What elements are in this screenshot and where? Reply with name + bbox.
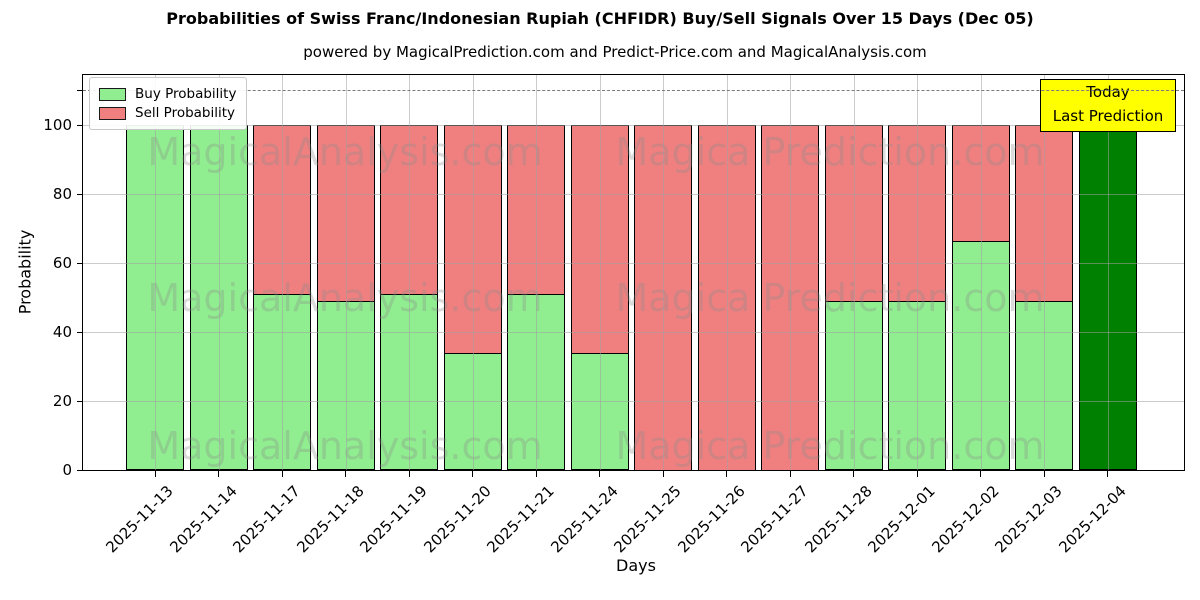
x-tick-label: 2025-11-20 — [419, 482, 495, 557]
x-tick-label: 2025-12-01 — [864, 482, 939, 557]
plot-area — [82, 74, 1185, 471]
chart-subtitle: powered by MagicalPrediction.com and Pre… — [303, 43, 927, 61]
x-tick — [472, 471, 474, 477]
x-tick — [916, 471, 918, 477]
x-tick-label: 2025-11-24 — [546, 482, 622, 557]
x-tick-label: 2025-11-26 — [673, 482, 749, 557]
x-tick-label: 2025-11-25 — [610, 482, 685, 557]
x-axis-label: Days — [616, 556, 656, 575]
x-tick-label: 2025-12-04 — [1054, 482, 1130, 557]
x-tick-label: 2025-11-19 — [356, 482, 431, 557]
x-tick-label: 2025-11-14 — [165, 482, 241, 557]
x-tick-label: 2025-12-03 — [991, 482, 1066, 557]
x-tick — [218, 471, 220, 477]
y-axis-label: Probability — [15, 229, 35, 315]
x-tick — [726, 471, 728, 477]
x-tick-label: 2025-11-13 — [102, 482, 177, 557]
x-tick — [345, 471, 347, 477]
y-tick-label: 40 — [52, 323, 72, 341]
x-tick-label: 2025-11-27 — [737, 482, 812, 557]
x-tick-label: 2025-11-17 — [229, 482, 304, 557]
x-tick — [408, 471, 410, 477]
x-tick — [853, 471, 855, 477]
x-tick — [535, 471, 537, 477]
x-tick — [662, 471, 664, 477]
x-tick-label: 2025-11-18 — [292, 482, 368, 557]
x-tick — [154, 471, 156, 477]
y-tick-label: 60 — [52, 254, 72, 272]
y-tick-label: 80 — [52, 185, 72, 204]
x-tick-label: 2025-11-21 — [483, 482, 558, 557]
x-tick — [599, 471, 601, 477]
x-tick — [1043, 471, 1045, 477]
y-tick-label: 0 — [62, 461, 72, 479]
chart-title: Probabilities of Swiss Franc/Indonesian … — [166, 9, 1034, 28]
y-tick-label: 20 — [52, 392, 72, 410]
x-tick-label: 2025-12-02 — [927, 482, 1003, 557]
y-tick-label: 100 — [43, 116, 72, 135]
x-tick-label: 2025-11-28 — [800, 482, 876, 557]
x-tick — [789, 471, 791, 477]
x-tick — [1107, 471, 1109, 477]
x-tick — [980, 471, 982, 477]
x-tick — [281, 471, 283, 477]
